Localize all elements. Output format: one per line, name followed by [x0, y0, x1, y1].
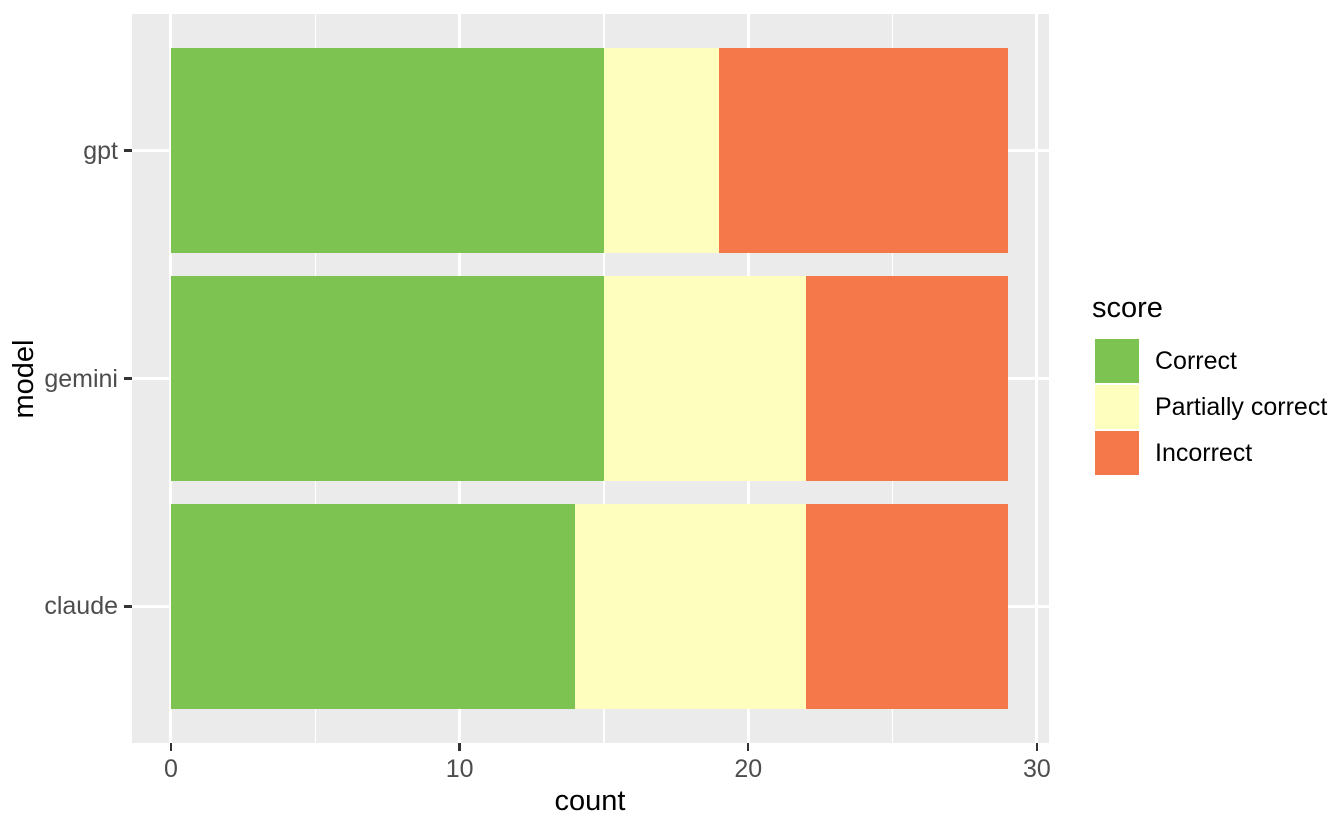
legend-label-partially-correct: Partially correct: [1155, 392, 1328, 421]
x-tick-label-10: 10: [445, 755, 474, 783]
y-axis-title: model: [8, 339, 40, 419]
bar-segment-gemini-partially-correct: [603, 275, 806, 482]
y-tick-label-gpt: gpt: [83, 136, 118, 165]
plot-panel: [132, 14, 1049, 743]
legend-items: Correct Partially correct Incorrect: [1092, 339, 1327, 475]
legend-title: score: [1092, 292, 1163, 324]
y-tick-label-claude: claude: [44, 592, 118, 621]
legend: score Correct Partially correct Incorrect: [1092, 292, 1327, 477]
legend-key-partially-correct-swatch: [1095, 385, 1139, 429]
bar-segment-gpt-correct: [170, 48, 604, 254]
bar-segment-claude-correct: [170, 503, 576, 709]
x-tick-mark-20: [746, 743, 750, 751]
bar-segment-gpt-partially-correct: [603, 48, 720, 254]
bar-segment-gpt-incorrect: [719, 48, 1008, 254]
legend-label-correct: Correct: [1155, 346, 1237, 375]
y-tick-mark-claude: [124, 605, 132, 608]
legend-label-incorrect: Incorrect: [1155, 438, 1253, 467]
y-tick-mark-gpt: [124, 149, 132, 152]
legend-item-correct: Correct: [1095, 339, 1327, 383]
x-tick-mark-10: [458, 743, 461, 751]
x-tick-mark-0: [169, 743, 173, 751]
y-tick-label-gemini: gemini: [44, 364, 118, 393]
x-tick-label-0: 0: [164, 755, 178, 783]
x-tick-label-30: 30: [1022, 755, 1051, 783]
bar-segment-claude-incorrect: [805, 503, 1008, 709]
y-tick-mark-gemini: [124, 377, 132, 380]
legend-item-partially-correct: Partially correct: [1095, 385, 1327, 429]
legend-key-correct-swatch: [1095, 339, 1139, 383]
legend-key-incorrect-swatch: [1095, 431, 1139, 475]
x-tick-mark-30: [1035, 743, 1039, 751]
x-axis-title: count: [554, 785, 626, 817]
bar-segment-gemini-correct: [170, 275, 604, 482]
bar-segment-claude-partially-correct: [575, 503, 806, 709]
legend-item-incorrect: Incorrect: [1095, 431, 1327, 475]
bar-segment-gemini-incorrect: [805, 275, 1008, 482]
x-tick-label-20: 20: [734, 755, 763, 783]
